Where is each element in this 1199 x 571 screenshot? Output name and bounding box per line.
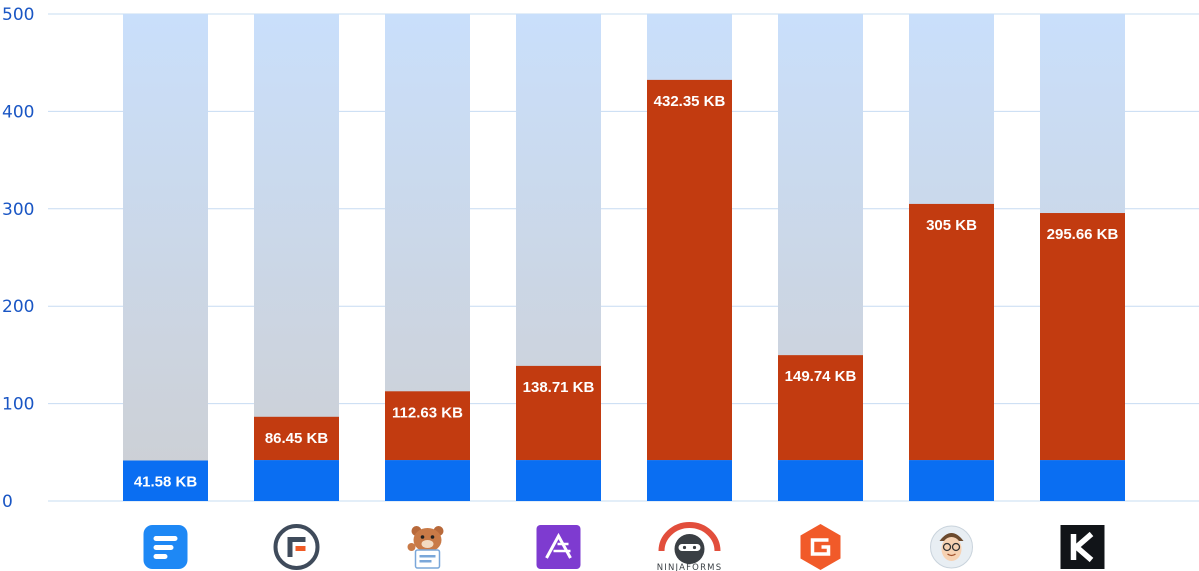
bar-base-segment <box>123 460 208 501</box>
y-tick-label: 400 <box>2 102 34 122</box>
bar-base-segment <box>778 460 863 501</box>
fluent-forms-logo-icon: Fluent Forms <box>143 525 188 569</box>
bar-base-segment <box>1040 460 1125 501</box>
bar-base-segment <box>516 460 601 501</box>
bar-base-segment <box>909 460 994 501</box>
bars <box>123 14 1125 501</box>
bar-value-label: 86.45 KB <box>265 430 329 447</box>
bar-value-label: 112.63 KB <box>392 404 463 421</box>
ninja-forms-logo-text: NINJAFORMS <box>657 563 723 571</box>
bar-excess-segment <box>385 391 470 461</box>
bar-excess-segment <box>909 203 994 461</box>
everest-forms-logo-icon: Everest Forms <box>536 525 581 569</box>
kadence-k-logo-icon: Kadence Forms <box>1060 525 1105 569</box>
formidable-forms-logo-icon: Formidable Forms <box>273 524 320 570</box>
y-tick-label: 0 <box>2 492 13 512</box>
y-tick-label: 300 <box>2 200 34 220</box>
category-icons: Fluent Forms Formidable Forms WPForms Evere… <box>143 522 1105 571</box>
bar-excess-segment <box>254 416 339 461</box>
bar-value-label: 149.74 KB <box>785 368 857 385</box>
happyforms-face-icon: Happyforms <box>930 525 973 569</box>
bar-background <box>123 14 208 501</box>
bar-excess-segment <box>778 355 863 461</box>
y-tick-label: 500 <box>2 5 34 25</box>
bar-excess-segment <box>647 79 732 461</box>
bar-value-label: 305 KB <box>926 217 977 234</box>
grid-lines <box>48 13 1199 502</box>
bar-base-segment <box>385 460 470 501</box>
bar-base-segment <box>647 460 732 501</box>
bar-excess-segment <box>516 365 601 461</box>
value-labels: 41.58 KB 86.45 KB 112.63 KB 138.71 KB 432.35… <box>134 93 1119 491</box>
y-tick-label: 200 <box>2 297 34 317</box>
bar-value-label: 41.58 KB <box>134 474 198 491</box>
bar-value-label: 138.71 KB <box>523 379 595 396</box>
bar-base-segment <box>254 460 339 501</box>
wpforms-bear-icon: WPForms <box>407 526 444 569</box>
gravity-forms-logo-icon: Gravity Forms <box>800 524 841 570</box>
y-tick-label: 100 <box>2 395 34 415</box>
y-axis-ticks: 0 100 200 300 400 500 <box>2 5 34 512</box>
bar-value-label: 295.66 KB <box>1047 226 1119 243</box>
bar-value-label: 432.35 KB <box>654 93 726 110</box>
bar-excess-segment <box>1040 213 1125 461</box>
ninja-forms-logo-icon: Ninja FormsNINJAFORMS <box>657 522 723 571</box>
